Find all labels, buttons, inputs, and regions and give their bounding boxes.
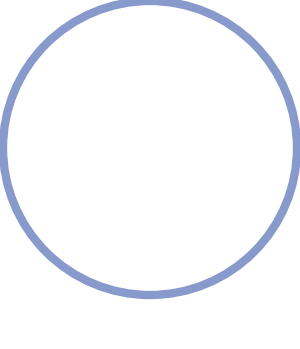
Circle shape (10, 8, 290, 288)
Ellipse shape (119, 66, 136, 91)
Circle shape (101, 193, 111, 203)
Polygon shape (96, 82, 165, 205)
Bar (2, 0, 298, 200)
Circle shape (223, 121, 237, 135)
Circle shape (228, 93, 242, 107)
Ellipse shape (118, 77, 134, 103)
Ellipse shape (153, 48, 179, 64)
Bar (12, 200, 288, 208)
Text: sunlight: sunlight (130, 123, 176, 133)
Ellipse shape (141, 116, 167, 132)
Text: PHOTOSYNTHESIS: PHOTOSYNTHESIS (65, 308, 235, 326)
Ellipse shape (184, 89, 201, 114)
Bar (0, 298, 22, 334)
Circle shape (102, 181, 112, 191)
Text: sugar: sugar (225, 150, 254, 160)
Circle shape (143, 74, 176, 106)
Circle shape (66, 38, 110, 82)
Circle shape (149, 80, 170, 101)
Circle shape (4, 2, 296, 294)
Bar (12, 200, 288, 338)
Circle shape (94, 166, 104, 176)
Text: minerals: minerals (42, 252, 87, 262)
Polygon shape (120, 145, 158, 165)
Circle shape (90, 182, 106, 198)
Circle shape (75, 47, 101, 73)
Circle shape (112, 166, 122, 176)
Ellipse shape (165, 110, 189, 129)
Circle shape (215, 108, 229, 122)
Ellipse shape (123, 101, 144, 124)
Polygon shape (126, 185, 158, 203)
Ellipse shape (165, 51, 189, 69)
Ellipse shape (131, 51, 155, 69)
Text: carbon
dioxide
CO₂: carbon dioxide CO₂ (72, 145, 108, 181)
Text: oxygen
O₂: oxygen O₂ (250, 90, 286, 114)
Bar (278, 298, 300, 334)
Ellipse shape (119, 89, 136, 114)
Circle shape (118, 193, 129, 203)
Ellipse shape (131, 110, 155, 129)
Ellipse shape (153, 116, 179, 132)
Circle shape (100, 167, 116, 183)
FancyBboxPatch shape (6, 294, 294, 338)
Circle shape (238, 123, 252, 137)
Ellipse shape (176, 57, 197, 79)
Circle shape (136, 67, 183, 113)
Circle shape (154, 84, 165, 95)
Polygon shape (158, 167, 193, 185)
Ellipse shape (176, 101, 197, 124)
Ellipse shape (187, 77, 202, 103)
Wedge shape (10, 8, 290, 148)
Ellipse shape (184, 66, 201, 91)
Circle shape (241, 105, 255, 119)
Circle shape (107, 194, 123, 210)
Circle shape (84, 181, 94, 191)
Polygon shape (158, 123, 196, 140)
Ellipse shape (141, 48, 167, 64)
Ellipse shape (123, 57, 144, 79)
